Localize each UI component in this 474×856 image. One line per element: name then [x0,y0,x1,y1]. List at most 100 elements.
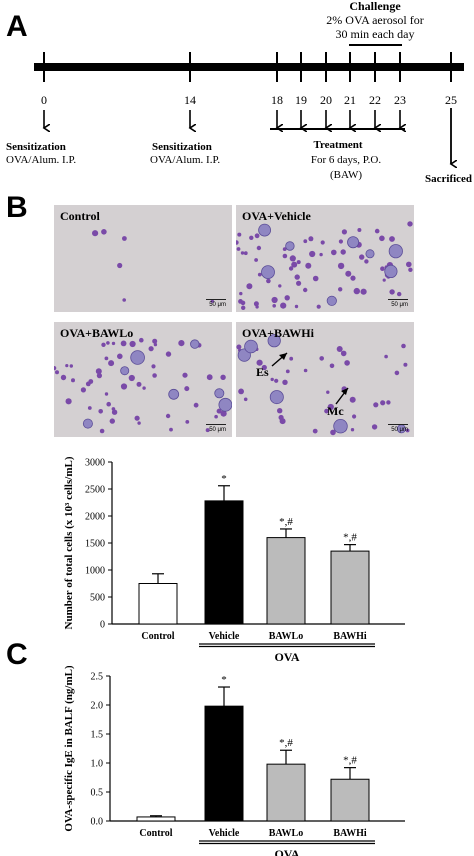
cell [214,414,218,419]
group-label: OVA [274,650,299,664]
cell [104,356,109,361]
cell [246,283,253,290]
cell [239,291,243,296]
macrophage-cell [218,397,232,412]
cell [338,239,343,244]
macrophage-cell [347,236,360,249]
y-axis-label: Number of total cells (x 10³ cells/mL) [63,456,75,629]
cell [184,386,190,392]
micrograph-ova-bawhi: OVA+BAWHi Es Mc 50 μm [236,322,414,437]
cell [80,387,86,393]
cell [148,346,154,352]
cell [60,374,67,381]
cell [403,362,408,367]
cell [285,369,290,374]
annotation-arrows [271,352,349,405]
cell [374,228,380,234]
y-tick-label: 2500 [85,485,105,496]
macrophage-cell [267,334,281,348]
timeline-bar [34,63,464,71]
cell [353,287,360,295]
scale-bar [206,423,226,425]
y-tick-label: 2.0 [91,701,104,712]
ige-bar-chart: 0.0 0.5 1.0 1.5 2.0 2.5 OVA-specific IgE in BA… [63,666,405,856]
cell [153,342,158,347]
challenge-title: Challenge [349,0,401,13]
macrophage-cell [333,418,348,434]
y-tick-label: 1000 [85,566,105,577]
y-tick-label: 1.0 [91,759,104,770]
significance-mark: * [221,473,227,485]
y-tick-label: 1500 [85,539,105,550]
cell [240,251,245,255]
cell [382,278,386,282]
day-label: 19 [295,93,307,107]
cell [236,344,242,350]
bar-vehicle [204,500,244,625]
macrophage-cell [326,295,337,306]
cell [152,338,158,344]
treatment-drug: (BAW) [330,169,362,181]
cell [379,235,385,242]
day-label: 23 [394,93,406,107]
cell [329,363,335,369]
cell [99,428,105,434]
cell [294,304,299,309]
cell [261,364,267,371]
scale-label: 50 μm [209,302,226,308]
category-label: Vehicle [209,631,240,642]
cell [340,249,346,255]
cell [274,378,279,383]
cell [303,239,308,244]
macrophage-cell [120,366,130,376]
cell [277,408,283,414]
cell [350,275,356,281]
treatment-detail: For 6 days, P.O. [311,154,382,166]
cell [278,284,282,288]
cell [359,254,365,260]
cell [303,287,308,293]
cell [397,291,402,297]
macrophage-cell [130,350,145,365]
category-label: BAWLo [269,631,303,642]
bar-bawlo [266,537,306,625]
cell [350,428,355,432]
cell [296,260,301,265]
cell [65,364,69,368]
scale-label: 50 μm [391,302,408,308]
significance-mark: *,# [279,737,293,749]
cell [206,374,213,381]
cell [95,368,102,375]
cell [256,245,262,251]
cell [289,356,294,361]
scale-bar [206,298,226,300]
bar-bawlo [266,763,306,822]
cell [352,414,357,419]
y-tick-label: 0.5 [91,788,104,799]
sensitization1-detail: OVA/Alum. I.P. [6,154,76,166]
cell [312,428,318,434]
cell [120,340,127,347]
cell [111,409,118,415]
day-label: 0 [41,93,47,107]
micrograph-ova-bawlo: OVA+BAWLo 50 μm [54,322,232,437]
cell [169,427,173,432]
cell [238,388,244,395]
cell [122,298,126,302]
cell [266,278,271,284]
significance-mark: *,# [343,755,357,767]
cell [117,353,123,360]
cell [101,342,106,347]
macrophage-cell [285,241,295,251]
cell [165,351,172,357]
cell [360,288,367,295]
cell [345,270,352,277]
macrophage-cell [244,339,258,354]
cell [349,396,356,403]
cell [380,400,386,406]
cell [216,408,222,414]
cell [296,280,302,286]
significance-mark: *,# [279,516,293,528]
y-axis-label: OVA-specific IgE in BALF (ng/mL) [63,666,75,832]
day-label: 20 [320,93,332,107]
